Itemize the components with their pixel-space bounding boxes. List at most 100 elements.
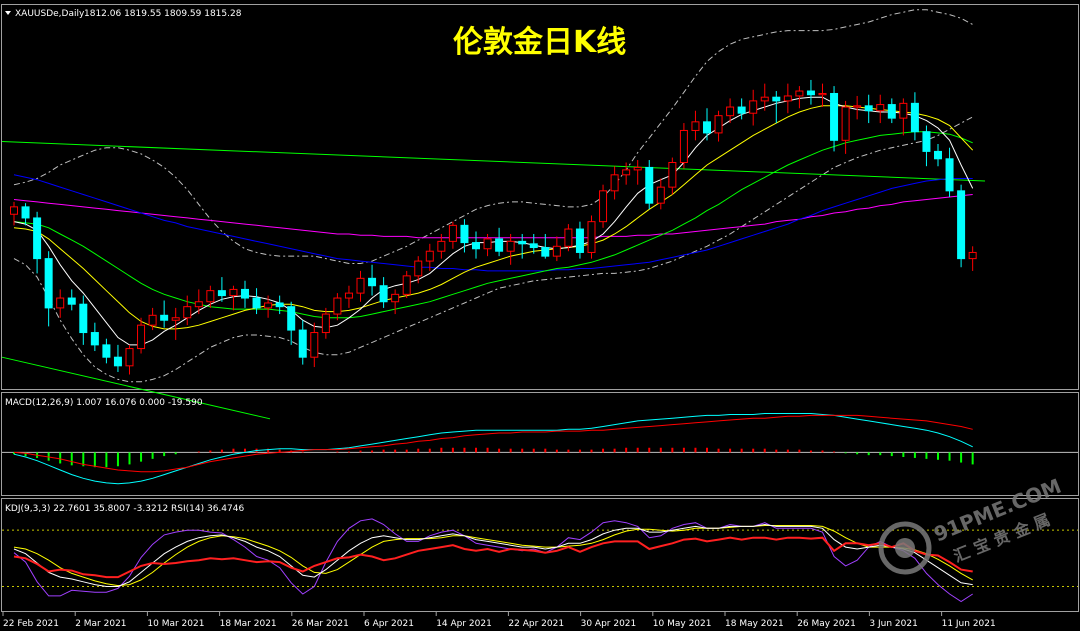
candle-body <box>21 206 30 219</box>
candle-body <box>876 104 885 112</box>
x-tick-label: 3 Jun 2021 <box>869 619 917 629</box>
candle-body <box>899 102 908 119</box>
x-tick-label: 11 Jun 2021 <box>942 619 996 629</box>
dropdown-triangle-icon[interactable] <box>5 11 11 15</box>
candle-body <box>760 96 769 102</box>
candle-body <box>171 317 180 321</box>
x-tick-label: 30 Apr 2021 <box>581 619 637 629</box>
candle-body <box>934 150 942 160</box>
candle-body <box>714 115 723 134</box>
candle-body <box>10 206 18 215</box>
candle-body <box>968 251 977 260</box>
candle-body <box>818 92 827 96</box>
x-tick-label: 26 Mar 2021 <box>292 619 349 629</box>
kdj-j-line <box>13 518 973 603</box>
candle-body <box>529 243 538 249</box>
candle-body <box>229 288 238 297</box>
symbol-label: XAUUSDe,Daily <box>15 9 85 19</box>
candle-body <box>356 277 365 294</box>
candle-body <box>737 106 746 114</box>
candle-body <box>206 290 215 303</box>
watermark-logo-core-icon <box>895 538 915 558</box>
ma-long-line <box>13 174 973 272</box>
candle-body <box>148 314 157 326</box>
candle-body <box>726 106 735 117</box>
candle-body <box>841 106 850 141</box>
candle-body <box>44 258 53 309</box>
candle-body <box>703 121 711 134</box>
candle-body <box>749 100 758 114</box>
candle-body <box>518 240 527 245</box>
candle-body <box>287 306 296 331</box>
signal-line <box>13 414 973 473</box>
candle-body <box>333 297 342 315</box>
candle-body <box>102 344 111 358</box>
candle-body <box>379 285 388 303</box>
candle-body <box>368 277 377 287</box>
candle-body <box>125 348 134 367</box>
candle-body <box>691 121 700 131</box>
candle-body <box>541 247 550 257</box>
candle-body <box>414 260 423 277</box>
candle-body <box>783 95 792 102</box>
trendline-lower <box>1 356 271 420</box>
candle-body <box>610 174 619 192</box>
candle-body <box>910 102 919 133</box>
x-tick-label: 10 May 2021 <box>653 619 712 629</box>
candle-body <box>887 104 896 119</box>
main-panel-frame <box>1 4 1079 390</box>
ma-200-line <box>13 194 973 239</box>
candle-body <box>599 190 608 223</box>
kdj-label: KDJ(9,3,3) 22.7601 35.8007 -3.3212 RSI(1… <box>5 504 244 514</box>
candle-body <box>472 242 480 250</box>
x-tick-label: 26 May 2021 <box>797 619 856 629</box>
candle-body <box>67 297 76 305</box>
candle-body <box>137 324 146 350</box>
rsi-line <box>13 536 973 579</box>
main-panel <box>1 9 986 420</box>
candle-body <box>575 228 584 253</box>
kdj-d-line <box>13 525 973 587</box>
x-tick-label: 22 Feb 2021 <box>3 619 59 629</box>
watermark-logo-icon <box>878 521 932 575</box>
x-tick-label: 2 Mar 2021 <box>75 619 126 629</box>
macd-panel-frame <box>1 392 1079 496</box>
candle-body <box>622 169 631 176</box>
candle-body <box>679 129 688 163</box>
candle-body <box>656 186 665 204</box>
x-tick-label: 18 Mar 2021 <box>220 619 277 629</box>
kdj-k-line <box>13 523 973 587</box>
kdj-panel <box>2 518 1078 603</box>
x-tick-label: 18 May 2021 <box>725 619 784 629</box>
candle-body <box>864 105 873 112</box>
candle-body <box>241 288 249 299</box>
candle-body <box>853 105 862 108</box>
macd-label: MACD(12,26,9) 1.007 16.076 0.000 -19.590 <box>5 398 203 408</box>
candle-body <box>391 293 400 303</box>
x-axis: 22 Feb 2021 2 Mar 2021 10 Mar 2021 18 Mar 2… <box>2 612 996 629</box>
candle-body <box>275 302 284 308</box>
candle-body <box>321 313 330 334</box>
candle-body <box>183 306 192 319</box>
candle-body <box>830 92 839 141</box>
candle-body <box>506 240 515 252</box>
candle-body <box>437 240 446 252</box>
candle-body <box>344 292 353 299</box>
macd-panel <box>2 413 1078 485</box>
candle-body <box>483 238 492 250</box>
candle-body <box>252 297 261 309</box>
candle-body <box>795 90 804 97</box>
candle-body <box>402 275 411 295</box>
candle-body <box>425 250 434 262</box>
candle-body <box>448 224 457 242</box>
ma-slow-line <box>13 131 973 319</box>
candle-body <box>633 166 642 171</box>
chart-title: 伦敦金日K线 <box>453 25 626 60</box>
candle-body <box>264 302 273 309</box>
bollinger-lower-line <box>13 116 973 383</box>
x-tick-label: 22 Apr 2021 <box>508 619 564 629</box>
x-tick-label: 10 Mar 2021 <box>147 619 204 629</box>
candle-body <box>668 161 677 188</box>
candle-body <box>806 90 815 96</box>
